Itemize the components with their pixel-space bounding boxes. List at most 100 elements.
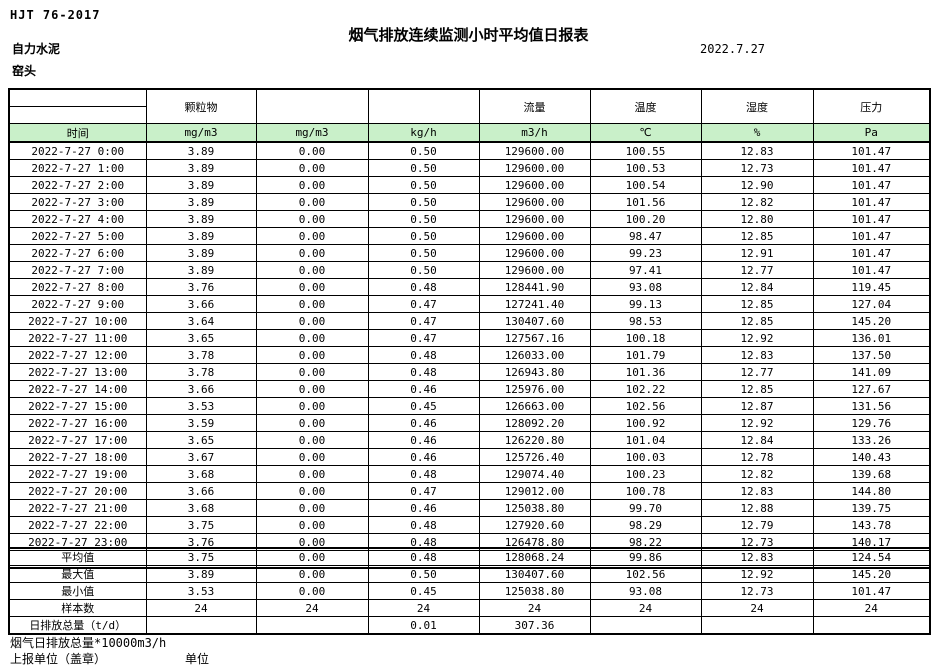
time-cell: 2022-7-27 6:00: [8, 244, 147, 262]
summary-label-cell: 平均值: [8, 547, 147, 566]
value-cell: 0.45: [367, 397, 480, 415]
table-row: 2022-7-27 1:00 3.89 0.00 0.50 129600.00 100.5…: [8, 159, 931, 177]
time-cell: 2022-7-27 5:00: [8, 227, 147, 245]
value-cell: 12.82: [700, 193, 814, 211]
hourly-data-table: 颗粒物 流量 温度 湿度 压力 时间 mg/m3 mg/m3 kg/h m3/h…: [8, 88, 931, 569]
value-cell: 0.00: [255, 329, 369, 347]
station-name: 窑头: [12, 64, 37, 78]
summary-value-cell: 128068.24: [478, 547, 591, 566]
value-cell: 3.68: [145, 499, 257, 517]
value-cell: 0.50: [367, 176, 480, 194]
value-cell: 0.47: [367, 312, 480, 330]
table-row: 2022-7-27 13:00 3.78 0.00 0.48 126943.80 101.…: [8, 363, 931, 381]
value-cell: 101.47: [812, 193, 931, 211]
time-cell: 2022-7-27 17:00: [8, 431, 147, 449]
value-cell: 12.73: [700, 533, 814, 551]
value-cell: 12.79: [700, 516, 814, 534]
summary-value-cell: 3.89: [145, 565, 257, 583]
value-cell: 3.89: [145, 176, 257, 194]
summary-value-cell: [255, 616, 369, 635]
time-cell: 2022-7-27 4:00: [8, 210, 147, 228]
summary-label-cell: 最大值: [8, 565, 147, 583]
value-cell: 12.83: [700, 141, 814, 160]
value-cell: 3.89: [145, 141, 257, 160]
table-row: 2022-7-27 16:00 3.59 0.00 0.46 128092.20 100.…: [8, 414, 931, 432]
value-cell: 99.23: [589, 244, 702, 262]
time-cell: 2022-7-27 15:00: [8, 397, 147, 415]
value-cell: 0.00: [255, 414, 369, 432]
value-cell: 0.50: [367, 227, 480, 245]
value-cell: 100.18: [589, 329, 702, 347]
value-cell: 3.89: [145, 159, 257, 177]
report-date: 2022.7.27: [700, 42, 766, 56]
value-cell: 12.85: [700, 295, 814, 313]
value-cell: 3.65: [145, 329, 257, 347]
value-cell: 125726.40: [478, 448, 591, 466]
summary-value-cell: 0.50: [367, 565, 480, 583]
time-cell: 2022-7-27 18:00: [8, 448, 147, 466]
summary-rows: 平均值 3.75 0.00 0.48 128068.24 99.86 12.83 124.54…: [8, 547, 931, 635]
value-cell: 119.45: [812, 278, 931, 296]
value-cell: 0.48: [367, 465, 480, 483]
value-cell: 101.36: [589, 363, 702, 381]
value-cell: 129600.00: [478, 261, 591, 279]
value-cell: 127241.40: [478, 295, 591, 313]
value-cell: 145.20: [812, 312, 931, 330]
value-cell: 127.67: [812, 380, 931, 398]
time-cell: 2022-7-27 11:00: [8, 329, 147, 347]
value-cell: 0.00: [255, 176, 369, 194]
value-cell: 101.47: [812, 244, 931, 262]
header-cell-empty: [367, 88, 480, 124]
value-cell: 0.00: [255, 482, 369, 500]
value-cell: 0.48: [367, 363, 480, 381]
summary-value-cell: 24: [812, 599, 931, 617]
table-row: 2022-7-27 21:00 3.68 0.00 0.46 125038.80 99.7…: [8, 499, 931, 517]
value-cell: 100.54: [589, 176, 702, 194]
value-cell: 12.82: [700, 465, 814, 483]
table-row: 2022-7-27 6:00 3.89 0.00 0.50 129600.00 99.23…: [8, 244, 931, 262]
value-cell: 100.53: [589, 159, 702, 177]
summary-value-cell: 24: [145, 599, 257, 617]
value-cell: 0.00: [255, 159, 369, 177]
summary-value-cell: 12.83: [700, 547, 814, 566]
value-cell: 101.79: [589, 346, 702, 364]
value-cell: 0.46: [367, 499, 480, 517]
value-cell: 99.13: [589, 295, 702, 313]
table-row: 2022-7-27 19:00 3.68 0.00 0.48 129074.40 100.…: [8, 465, 931, 483]
value-cell: 3.66: [145, 482, 257, 500]
summary-value-cell: 0.48: [367, 547, 480, 566]
summary-value-cell: 0.01: [367, 616, 480, 635]
value-cell: 102.22: [589, 380, 702, 398]
value-cell: 0.50: [367, 159, 480, 177]
value-cell: 3.89: [145, 261, 257, 279]
value-cell: 0.50: [367, 193, 480, 211]
summary-value-cell: 145.20: [812, 565, 931, 583]
value-cell: 0.00: [255, 346, 369, 364]
value-cell: 129.76: [812, 414, 931, 432]
value-cell: 0.50: [367, 141, 480, 160]
summary-value-cell: 0.45: [367, 582, 480, 600]
time-cell: 2022-7-27 16:00: [8, 414, 147, 432]
group-header-row-2: [8, 106, 930, 124]
summary-value-cell: 24: [255, 599, 369, 617]
value-cell: 99.70: [589, 499, 702, 517]
summary-label-cell: 样本数: [8, 599, 147, 617]
time-cell: 2022-7-27 21:00: [8, 499, 147, 517]
value-cell: 3.68: [145, 465, 257, 483]
value-cell: 133.26: [812, 431, 931, 449]
summary-value-cell: 101.47: [812, 582, 931, 600]
value-cell: 143.78: [812, 516, 931, 534]
value-cell: 12.73: [700, 159, 814, 177]
table-row: 2022-7-27 11:00 3.65 0.00 0.47 127567.16 100.…: [8, 329, 931, 347]
time-cell: 2022-7-27 7:00: [8, 261, 147, 279]
value-cell: 139.68: [812, 465, 931, 483]
value-cell: 102.56: [589, 397, 702, 415]
value-cell: 101.47: [812, 210, 931, 228]
summary-value-cell: [812, 616, 931, 635]
table-row: 2022-7-27 14:00 3.66 0.00 0.46 125976.00 102.…: [8, 380, 931, 398]
value-cell: 3.89: [145, 210, 257, 228]
value-cell: 0.50: [367, 210, 480, 228]
value-cell: 126220.80: [478, 431, 591, 449]
value-cell: 137.50: [812, 346, 931, 364]
